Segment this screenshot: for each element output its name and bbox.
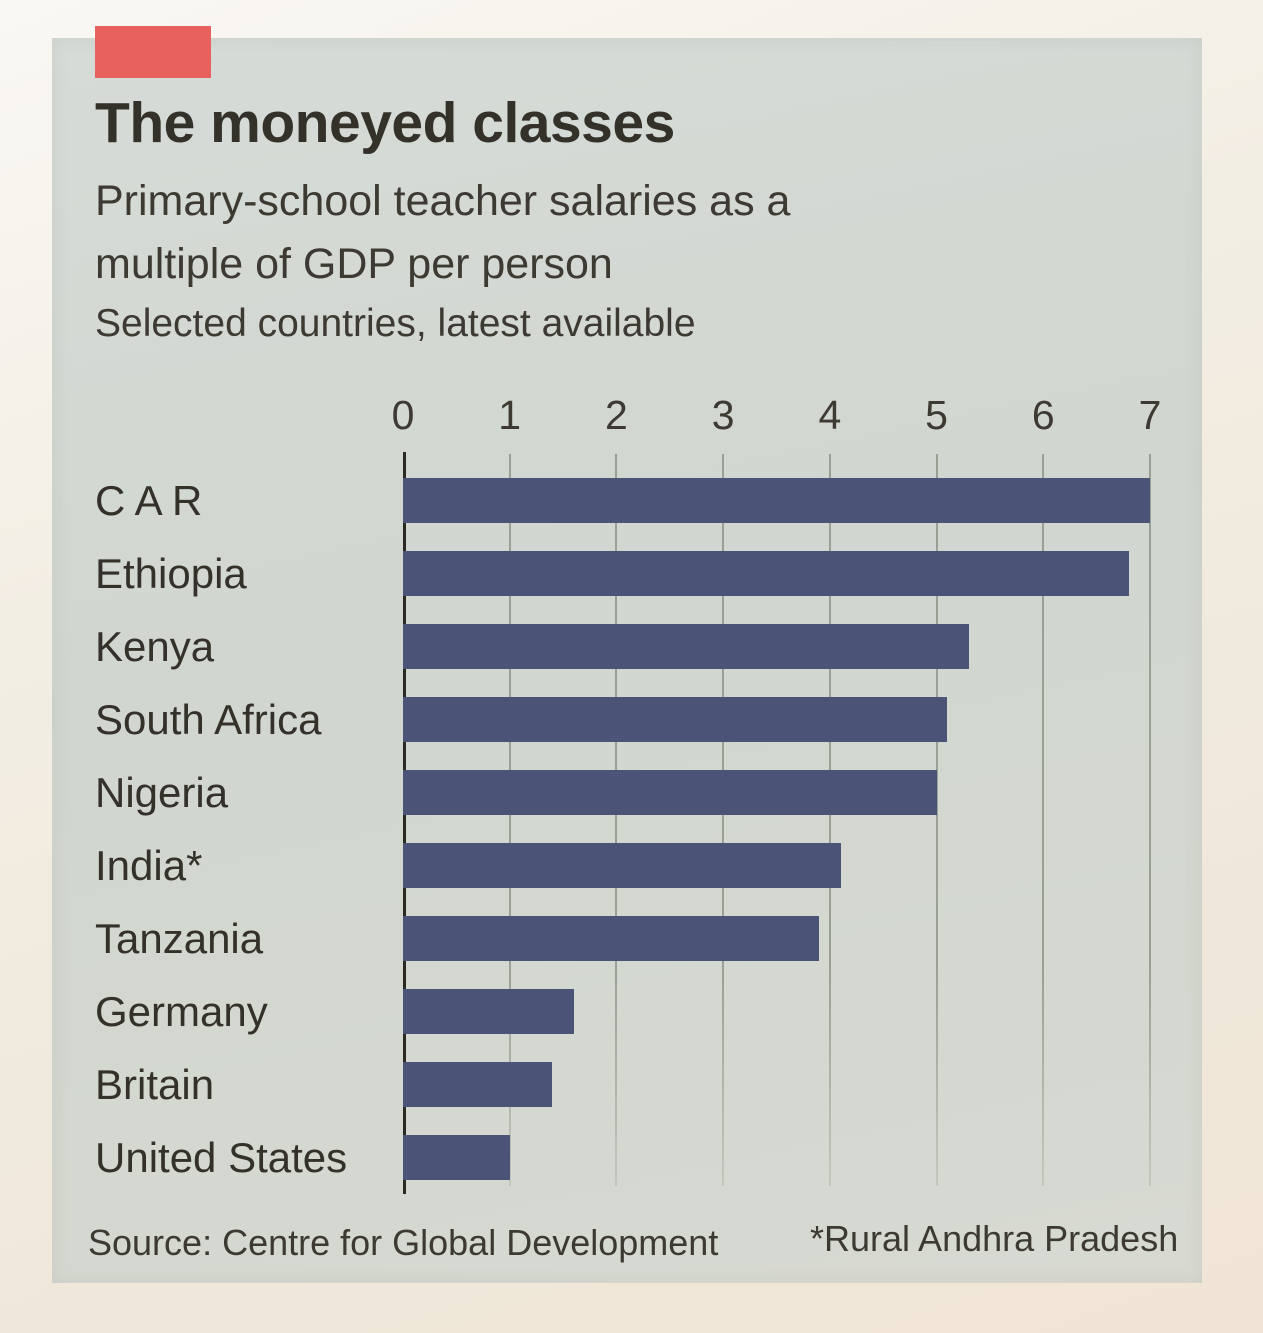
chart-row-c-a-r: C A R — [95, 464, 1163, 537]
gridline-3 — [722, 454, 725, 1186]
x-tick-label-5: 5 — [925, 392, 948, 438]
bar-rows: C A R Ethiopia Kenya South Africa Nigeria Ind… — [95, 454, 1163, 1194]
chart-row-india: India* — [95, 829, 1163, 902]
chart-row-nigeria: Nigeria — [95, 756, 1163, 829]
x-tick-label-0: 0 — [391, 392, 415, 438]
bar-germany — [403, 989, 574, 1034]
source-row: Source: Centre for Global Development *R… — [88, 1218, 1193, 1272]
bar-track-germany — [403, 989, 1150, 1034]
chart-row-tanzania: Tanzania — [95, 902, 1163, 975]
gridline-4 — [828, 454, 831, 1186]
bar-ethiopia — [403, 551, 1129, 596]
category-label-ethiopia: Ethiopia — [95, 549, 247, 597]
gridline-7 — [1149, 454, 1151, 1186]
bar-track-c-a-r — [403, 478, 1150, 523]
accent-tab — [95, 26, 211, 78]
gridline-1 — [508, 454, 511, 1186]
bar-track-india — [403, 843, 1150, 888]
bar-track-nigeria — [403, 770, 1150, 815]
category-label-c-a-r: C A R — [95, 476, 203, 524]
x-tick-label-4: 4 — [818, 392, 842, 438]
bar-united-states — [403, 1135, 510, 1180]
category-label-united-states: United States — [95, 1133, 348, 1181]
source-text: Source: Centre for Global Development — [88, 1222, 719, 1263]
bar-c-a-r — [403, 478, 1150, 523]
bar-track-britain — [403, 1062, 1150, 1107]
footnote-text: *Rural Andhra Pradesh — [810, 1218, 1179, 1259]
x-tick-label-6: 6 — [1031, 392, 1055, 438]
bar-track-tanzania — [403, 916, 1150, 961]
x-tick-label-2: 2 — [605, 392, 628, 438]
category-label-south-africa: South Africa — [95, 695, 322, 743]
x-tick-label-7: 7 — [1138, 392, 1162, 438]
x-tick-label-1: 1 — [498, 392, 522, 438]
category-label-nigeria: Nigeria — [95, 768, 229, 816]
category-label-germany: Germany — [95, 987, 268, 1035]
x-tick-label-3: 3 — [711, 392, 735, 438]
chart-note: Selected countries, latest available — [95, 302, 696, 345]
gridline-6 — [1042, 454, 1045, 1186]
bar-chart: 0 1 2 3 4 5 6 7 C A R Ethiopia Kenya South Africa N… — [95, 392, 1163, 1196]
chart-subtitle-line2: multiple of GDP per person — [95, 240, 613, 288]
chart-row-germany: Germany — [95, 975, 1163, 1048]
chart-row-ethiopia: Ethiopia — [95, 537, 1163, 610]
chart-row-united-states: United States — [95, 1121, 1163, 1194]
gridline-2 — [615, 454, 618, 1186]
gridline-5 — [935, 454, 938, 1186]
y-axis-line — [403, 452, 406, 1194]
bar-track-south-africa — [403, 697, 1150, 742]
bar-tanzania — [403, 916, 820, 961]
category-label-kenya: Kenya — [95, 622, 215, 670]
chart-row-kenya: Kenya — [95, 610, 1163, 683]
bar-india — [403, 843, 841, 888]
bar-track-united-states — [403, 1135, 1150, 1180]
bar-track-ethiopia — [403, 551, 1150, 596]
bar-nigeria — [403, 770, 937, 815]
chart-subtitle-line1: Primary-school teacher salaries as a — [95, 177, 791, 225]
category-label-india: India* — [95, 841, 203, 889]
gridlines — [403, 454, 1151, 1190]
bar-kenya — [403, 624, 969, 669]
chart-row-south-africa: South Africa — [95, 683, 1163, 756]
chart-subtitle: Primary-school teacher salaries as a mul… — [95, 170, 1055, 296]
chart-title: The moneyed classes — [95, 91, 675, 155]
bar-track-kenya — [403, 624, 1150, 669]
chart-row-britain: Britain — [95, 1048, 1163, 1121]
bar-britain — [403, 1062, 553, 1107]
category-label-tanzania: Tanzania — [95, 914, 264, 962]
bar-south-africa — [403, 697, 948, 742]
x-axis: 0 1 2 3 4 5 6 7 — [392, 392, 1162, 454]
category-label-britain: Britain — [95, 1060, 215, 1108]
